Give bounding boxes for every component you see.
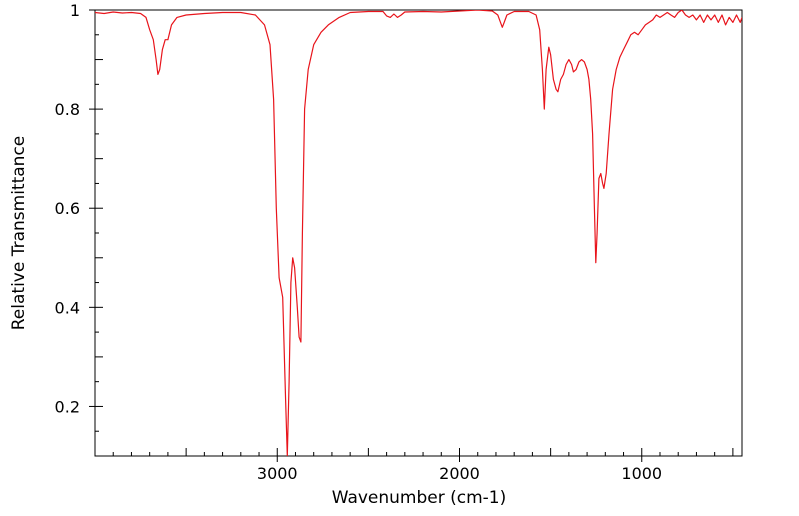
y-tick-label: 0.2 (55, 397, 80, 416)
spectrum-line (95, 10, 742, 456)
x-axis-title: Wavenumber (cm-1) (332, 488, 507, 508)
y-tick-label: 0.6 (55, 199, 80, 218)
x-tick-label: 2000 (439, 464, 480, 483)
x-tick-label: 3000 (257, 464, 298, 483)
x-axis-ticks: 3000 2000 1000 (94, 448, 734, 483)
plot-frame (94, 9, 743, 457)
plot-area (94, 9, 743, 457)
y-axis-title: Relative Transmittance (9, 136, 29, 331)
y-tick-label: 0.8 (55, 100, 80, 119)
y-tick-label: 0.4 (55, 298, 80, 317)
x-tick-label: 1000 (621, 464, 662, 483)
y-tick-label: 1 (70, 1, 80, 20)
y-axis-ticks: 1 0.8 0.6 0.4 0.2 (55, 1, 103, 457)
